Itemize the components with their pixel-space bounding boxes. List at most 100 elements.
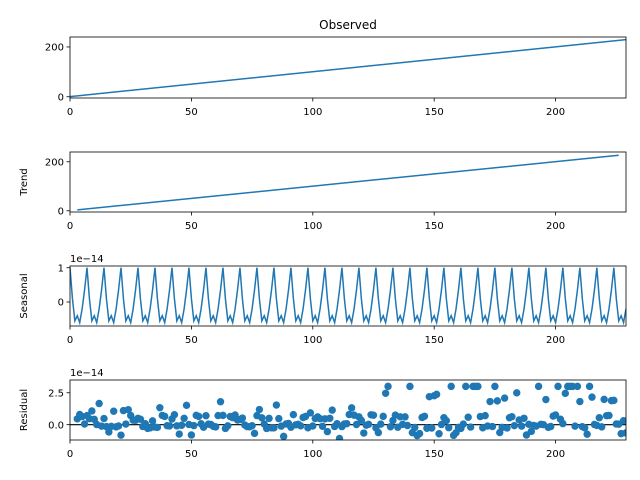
residual-point [551,411,560,419]
residual-point [265,414,273,423]
residual-point [347,404,356,412]
residual-point [122,420,130,428]
residual-point [110,407,118,415]
residual-xtick-label: 200 [546,449,565,460]
residual-point [534,382,543,391]
residual-point [466,423,475,431]
residual-point [279,432,288,440]
residual-point [445,424,453,432]
figure-title: Observed [319,18,377,32]
residual-point [411,423,419,432]
trend-plot-area [77,154,619,211]
residual-point [175,430,183,438]
residual-point [384,382,392,391]
residual-point [105,428,113,436]
residual-point [600,395,608,404]
residual-point [323,427,332,436]
residual-point [117,431,125,439]
residual-point [585,382,594,391]
residual-point [309,422,317,430]
residual-point [296,422,305,430]
residual-ytick-label: 0.0 [48,420,64,431]
residual-plot-area [70,382,626,440]
residual-point [326,414,334,422]
residual-point [306,409,315,417]
residual-point [255,405,264,414]
trend-ytick-label: 200 [45,157,64,168]
seasonal-panel: 0 50 100 150 200 0 1 Seasonal 1e−14 [19,254,627,346]
residual-point [595,414,603,422]
observed-xtick-label: 50 [185,107,198,118]
residual-point [503,424,511,432]
residual-point [517,422,526,430]
residual-point [156,403,164,412]
observed-xtick-label: 0 [67,107,73,118]
residual-point [435,430,443,438]
observed-panel: 0 50 100 150 200 0 200 [45,36,627,118]
residual-xtick-label: 150 [425,449,444,460]
residual-point [153,423,162,432]
residual-point [581,424,589,432]
observed-xtick-label: 150 [425,107,444,118]
residual-panel: 0 50 100 150 200 0.0 2.5 Residual 1e−14 [19,368,627,460]
residual-point [377,420,385,428]
residual-point [462,382,470,391]
seasonal-ytick-label: 1 [58,263,64,274]
residual-point [561,389,570,398]
seasonal-xtick-label: 200 [546,335,565,346]
residual-point [180,414,188,423]
residual-axes-frame [69,379,627,441]
seasonal-xtick-label: 100 [303,335,322,346]
residual-point [165,422,174,430]
trend-xtick-label: 50 [185,221,198,232]
residual-point [211,423,220,431]
residual-point [202,412,210,420]
residual-point [190,421,198,430]
residual-point [610,396,618,405]
seasonal-ytick-label: 0 [58,298,64,309]
residual-point [428,424,436,432]
residual-point [401,413,409,421]
residual-point [148,417,157,425]
trend-xtick-label: 200 [546,221,565,232]
seasonal-axes-frame [69,265,627,327]
residual-point [360,429,368,437]
residual-point [170,411,179,419]
residual-point [486,397,494,406]
residual-point [588,393,596,401]
residual-point [527,427,536,436]
trend-ytick-label: 0 [58,206,64,217]
residual-point [598,423,606,431]
residual-point [124,405,132,414]
seasonal-offset-text: 1e−14 [70,254,104,265]
residual-point [406,382,414,391]
seasonal-ylabel: Seasonal [19,273,30,318]
residual-point [432,390,441,399]
residual-point [415,429,424,438]
residual-point [386,423,395,431]
residual-point [374,428,383,437]
observed-xtick-label: 100 [303,107,322,118]
seasonal-plot-area [70,267,626,326]
residual-point [571,422,579,430]
residual-point [481,411,489,420]
residual-point [547,422,555,431]
residual-offset-text: 1e−14 [70,368,104,379]
residual-point [510,421,519,430]
residual-point [369,411,378,419]
residual-point [488,422,497,431]
trend-series-line [77,154,619,211]
residual-point [474,382,482,391]
residual-point [364,420,373,429]
residual-point [258,414,266,422]
trend-ylabel: Trend [19,168,30,196]
residual-point [508,413,516,421]
residual-xtick-label: 100 [303,449,322,460]
trend-panel: 0 50 100 150 200 0 200 Trend [19,151,627,232]
residual-point [464,413,472,421]
residual-point [513,389,521,397]
residual-point [219,411,227,420]
residual-point [605,411,613,420]
residual-point [335,434,344,440]
residual-point [182,401,191,410]
